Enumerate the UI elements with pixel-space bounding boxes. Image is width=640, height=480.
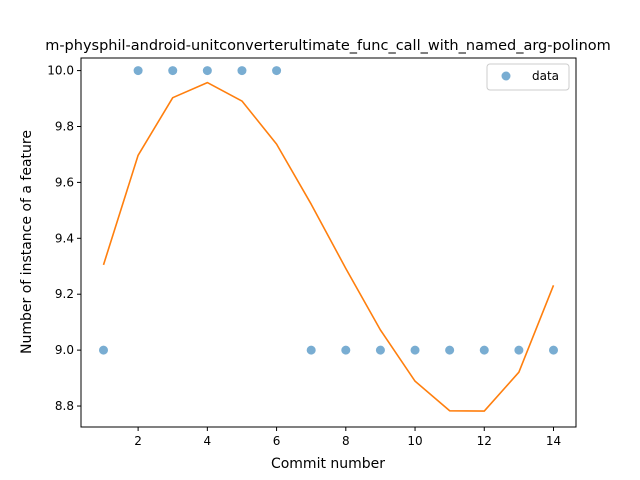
y-tick-label: 9.2 [55, 287, 74, 301]
data-point [410, 345, 420, 355]
y-axis-ticks: 8.8 9.0 9.2 9.4 9.6 9.8 10.0 [47, 64, 81, 413]
x-tick-label: 12 [477, 434, 492, 448]
data-point [133, 66, 143, 76]
plot-area [99, 66, 558, 412]
data-point [99, 345, 108, 355]
data-point [272, 66, 282, 76]
data-point [549, 345, 558, 355]
data-point [514, 345, 524, 355]
x-tick-label: 2 [134, 434, 142, 448]
x-tick-label: 10 [407, 434, 422, 448]
y-tick-label: 9.4 [55, 231, 74, 245]
data-point [341, 345, 351, 355]
y-tick-label: 8.8 [55, 399, 74, 413]
axes-frame [80, 57, 577, 428]
data-point [445, 345, 455, 355]
data-point [375, 345, 385, 355]
x-tick-label: 8 [342, 434, 350, 448]
legend: data [486, 63, 570, 91]
data-point [479, 345, 489, 355]
y-axis-label: Number of instance of a feature [19, 130, 35, 354]
x-tick-label: 6 [273, 434, 281, 448]
x-axis-ticks: 2 4 6 8 10 12 14 [134, 427, 561, 448]
data-point [237, 66, 247, 76]
data-point [306, 345, 316, 355]
y-tick-label: 9.8 [55, 119, 74, 133]
legend-box [486, 63, 570, 91]
data-point [202, 66, 212, 76]
chart-title: m-physphil-android-unitconverterultimate… [45, 38, 611, 54]
x-axis-label: Commit number [271, 456, 385, 472]
y-tick-label: 9.6 [55, 175, 74, 189]
data-point [168, 66, 178, 76]
legend-label-data: data [532, 69, 559, 83]
fit-line [102, 81, 555, 412]
x-tick-label: 4 [204, 434, 212, 448]
legend-marker-data [501, 71, 511, 81]
y-tick-label: 10.0 [47, 64, 74, 78]
x-tick-label: 14 [546, 434, 561, 448]
y-tick-label: 9.0 [55, 343, 74, 357]
